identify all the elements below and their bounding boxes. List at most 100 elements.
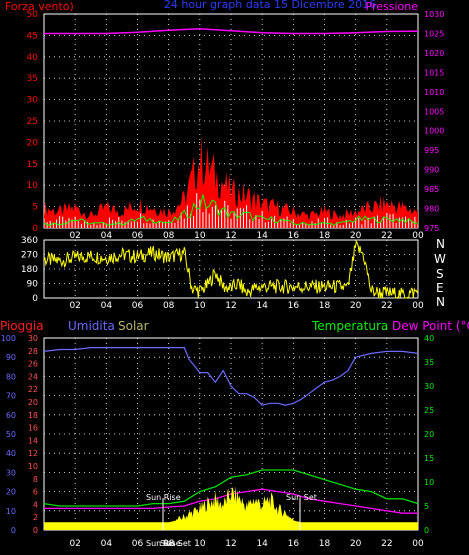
y-tick-label-rain: 100 [1, 334, 16, 343]
y-tick-label-pressure: 995 [424, 146, 439, 155]
x-tick-label: 20 [350, 301, 362, 311]
y-tick-label-direction: 360 [21, 236, 38, 246]
sunset-label: Sun Set [286, 493, 317, 502]
y-tick-label-humidity: 16 [28, 424, 38, 433]
y-tick-label-pressure: 990 [424, 166, 439, 175]
y-tick-label-pressure: 975 [424, 224, 439, 233]
y-tick-label-rain: 50 [6, 430, 16, 439]
y-tick-label-temperature: 30 [424, 382, 434, 391]
x-tick-label: 00 [412, 301, 424, 311]
y-tick-label-pressure: 980 [424, 205, 439, 214]
x-tick-label: 14 [256, 539, 268, 549]
y-tick-label-wind: 15 [27, 160, 38, 170]
x-tick-label: 08 [163, 231, 175, 241]
y-tick-label-rain: 90 [6, 353, 16, 362]
y-tick-label-rain: 40 [6, 449, 16, 458]
solar-axis-title: Solar [118, 319, 149, 333]
x-tick-label: 20 [350, 231, 362, 241]
x-tick-label: 22 [381, 301, 392, 311]
y-tick-label-humidity: 2 [33, 513, 38, 522]
y-tick-label-pressure: 1020 [424, 49, 444, 58]
x-tick-label: 06 [132, 301, 144, 311]
y-tick-label-temperature: 10 [424, 478, 434, 487]
x-tick-label: 22 [381, 539, 392, 549]
sunrise-label-bottom: Sun Rise [146, 539, 181, 548]
y-tick-label-pressure: 1010 [424, 88, 444, 97]
y-tick-label-wind: 10 [27, 181, 39, 191]
humidity-line [43, 347, 419, 406]
x-tick-label: 12 [225, 539, 236, 549]
wind-average-line [43, 194, 419, 227]
compass-n-bottom: N [436, 295, 445, 309]
x-tick-label: 08 [163, 301, 175, 311]
wind-axis-title: Forza vento) [5, 0, 74, 13]
y-tick-label-wind: 50 [27, 10, 39, 20]
x-tick-label: 16 [288, 301, 300, 311]
y-tick-label-direction: 90 [27, 280, 39, 290]
y-tick-label-rain: 10 [6, 507, 16, 516]
x-tick-label: 06 [132, 539, 144, 549]
y-tick-label-humidity: 18 [28, 411, 38, 420]
compass-w: W [434, 252, 446, 266]
rain-axis-title: Pioggia [0, 319, 44, 333]
direction-panel-frame [43, 239, 419, 299]
y-tick-label-humidity: 10 [28, 462, 38, 471]
y-tick-label-rain: 0 [11, 526, 16, 535]
y-tick-label-humidity: 20 [28, 398, 38, 407]
dewpoint-line [44, 488, 418, 514]
x-tick-label: 22 [381, 231, 392, 241]
x-tick-label: 18 [319, 231, 331, 241]
x-tick-label: 18 [319, 301, 331, 311]
y-tick-label-pressure: 985 [424, 185, 439, 194]
x-tick-label: 10 [194, 301, 206, 311]
pressure-line [44, 28, 419, 35]
y-tick-label-humidity: 6 [33, 488, 38, 497]
y-tick-label-wind: 40 [27, 53, 39, 63]
y-tick-label-humidity: 8 [33, 475, 38, 484]
y-tick-label-rain: 30 [6, 468, 16, 477]
y-tick-label-humidity: 24 [28, 372, 38, 381]
x-tick-label: 10 [194, 539, 206, 549]
compass-s: S [436, 267, 444, 281]
compass-e: E [436, 281, 444, 295]
chart-title: 24 hour graph data 15 Dicembre 2016 [164, 0, 376, 11]
y-tick-label-humidity: 4 [33, 500, 38, 509]
y-tick-label-rain: 80 [6, 372, 16, 381]
wind-panel-frame [43, 13, 419, 229]
x-tick-label: 12 [225, 301, 236, 311]
solar-area [44, 485, 418, 530]
temperature-axis-title: Temperatura [311, 319, 388, 333]
x-tick-label: 02 [69, 231, 80, 241]
y-tick-label-humidity: 26 [28, 360, 38, 369]
y-tick-label-wind: 30 [27, 96, 39, 106]
y-tick-label-humidity: 28 [28, 347, 38, 356]
y-tick-label-temperature: 15 [424, 454, 434, 463]
y-tick-label-temperature: 5 [424, 502, 429, 511]
humidity-axis-title: Umidita [68, 319, 115, 333]
x-tick-label: 02 [69, 301, 80, 311]
y-tick-label-humidity: 22 [28, 385, 38, 394]
y-tick-label-temperature: 35 [424, 358, 434, 367]
y-tick-label-wind: 5 [32, 203, 38, 213]
x-tick-label: 04 [101, 231, 113, 241]
y-tick-label-direction: 0 [32, 294, 38, 304]
x-tick-label: 00 [412, 231, 424, 241]
x-tick-label: 10 [194, 231, 206, 241]
y-tick-label-direction: 270 [21, 251, 38, 261]
y-tick-label-pressure: 1000 [424, 127, 444, 136]
y-tick-label-temperature: 25 [424, 406, 434, 415]
y-tick-label-wind: 20 [27, 138, 39, 148]
wind-direction-line [43, 240, 419, 299]
y-tick-label-humidity: 12 [28, 449, 38, 458]
y-tick-label-humidity: 30 [28, 334, 38, 343]
y-tick-label-wind: 25 [27, 117, 38, 127]
y-tick-label-rain: 20 [6, 488, 16, 497]
compass-n-top: N [436, 237, 445, 251]
y-tick-label-rain: 70 [6, 392, 16, 401]
x-tick-label: 06 [132, 231, 144, 241]
y-tick-label-humidity: 14 [28, 436, 38, 445]
x-tick-label: 12 [225, 231, 236, 241]
y-tick-label-temperature: 0 [424, 526, 429, 535]
y-tick-label-rain: 60 [6, 411, 16, 420]
